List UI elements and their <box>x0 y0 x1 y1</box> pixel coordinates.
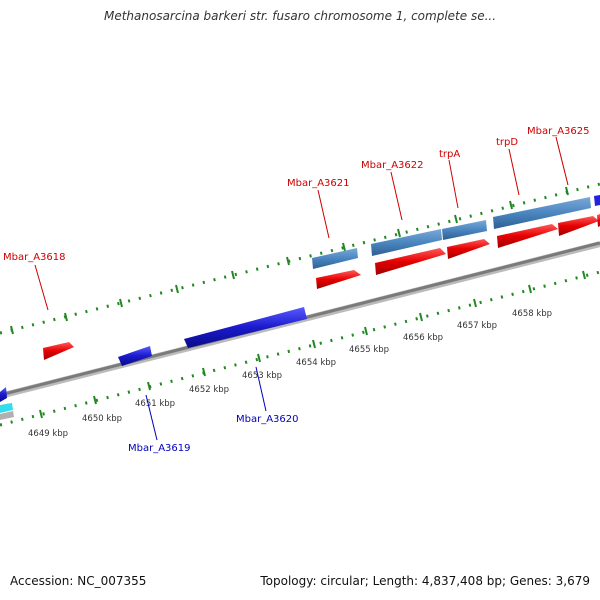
scale-label: 4658 kbp <box>512 309 552 319</box>
cds-feature[interactable] <box>118 346 152 366</box>
map-title: Methanosarcina barkeri str. fusaro chrom… <box>103 9 497 23</box>
misc-feature[interactable] <box>0 403 13 413</box>
scale-label: 4656 kbp <box>403 333 443 343</box>
reverse-cds-features <box>0 307 307 402</box>
misc-features <box>0 403 14 420</box>
cds-feature[interactable] <box>375 248 446 275</box>
gene-feature[interactable] <box>442 220 487 240</box>
cds-feature[interactable] <box>184 307 307 348</box>
cds-feature[interactable] <box>597 214 600 227</box>
gene-feature[interactable] <box>312 248 358 269</box>
scale-label: 4652 kbp <box>189 385 229 395</box>
gene-label-forward[interactable]: trpD <box>496 137 518 148</box>
forward-leaders <box>34 136 569 311</box>
major-ticks <box>10 186 586 419</box>
gene-label-forward[interactable]: trpA <box>439 149 460 160</box>
gene-label-reverse[interactable]: Mbar_A3619 <box>128 443 191 454</box>
cds-feature[interactable] <box>558 216 599 236</box>
gene-label-forward[interactable]: Mbar_A3625 <box>527 126 590 137</box>
reverse-leaders <box>145 366 267 441</box>
reverse-scale-track <box>0 270 600 427</box>
scale-label: 4649 kbp <box>28 429 68 439</box>
cds-feature[interactable] <box>0 387 7 402</box>
scale-label: 4651 kbp <box>135 399 175 409</box>
accession-text: Accession: NC_007355 <box>10 574 147 588</box>
scale-label: 4657 kbp <box>457 321 497 331</box>
misc-feature[interactable] <box>0 411 14 420</box>
cds-feature[interactable] <box>316 270 361 289</box>
scale-label: 4653 kbp <box>242 371 282 381</box>
gene-label-forward[interactable]: Mbar_A3621 <box>287 178 350 189</box>
scale-label: 4650 kbp <box>82 414 122 424</box>
cds-feature[interactable] <box>43 342 74 360</box>
gene-feature[interactable] <box>371 229 442 256</box>
cds-feature[interactable] <box>447 239 490 259</box>
cds-feature[interactable] <box>497 224 558 248</box>
scale-label: 4654 kbp <box>296 358 336 368</box>
gene-label-forward[interactable]: Mbar_A3618 <box>3 252 66 263</box>
scale-label: 4655 kbp <box>349 345 389 355</box>
gene-label-forward[interactable]: Mbar_A3622 <box>361 160 424 171</box>
forward-gene-features <box>312 195 600 269</box>
genome-summary-text: Topology: circular; Length: 4,837,408 bp… <box>260 574 590 588</box>
gene-feature[interactable] <box>594 195 600 206</box>
gene-feature[interactable] <box>493 197 591 229</box>
forward-cds-features <box>43 214 600 360</box>
gene-label-reverse[interactable]: Mbar_A3620 <box>236 414 299 425</box>
forward-scale-track <box>0 182 600 335</box>
